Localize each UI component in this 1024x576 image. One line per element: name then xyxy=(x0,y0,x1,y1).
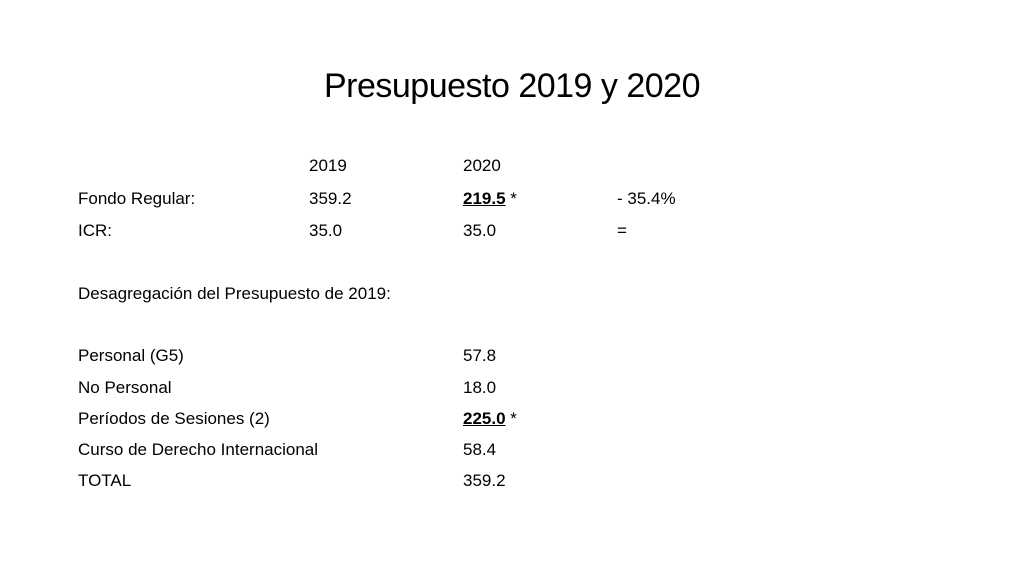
icr-2019: 35.0 xyxy=(309,221,343,240)
breakdown-label-personal: Personal (G5) xyxy=(78,346,184,365)
breakdown-label-curso: Curso de Derecho Internacional xyxy=(78,440,319,459)
icr-label: ICR: xyxy=(78,221,112,240)
breakdown-label-no-personal: No Personal xyxy=(78,378,172,397)
fondo-regular-2019: 359.2 xyxy=(309,189,352,208)
breakdown-value-personal: 57.8 xyxy=(463,346,497,365)
breakdown-value-total: 359.2 xyxy=(463,471,506,490)
fondo-regular-2020-cell: 219.5 * xyxy=(463,188,517,210)
breakdown-value-sesiones-cell: 225.0 * xyxy=(463,408,517,430)
slide-title: Presupuesto 2019 y 2020 xyxy=(323,67,701,105)
header-2019: 2019 xyxy=(309,156,347,175)
breakdown-value-curso: 58.4 xyxy=(463,440,497,459)
breakdown-label-total: TOTAL xyxy=(78,471,132,490)
icr-change: = xyxy=(617,221,627,240)
breakdown-mark-sesiones: * xyxy=(510,409,517,428)
fondo-regular-label: Fondo Regular: xyxy=(78,189,196,208)
icr-2020: 35.0 xyxy=(463,221,497,240)
breakdown-label-sesiones: Períodos de Sesiones (2) xyxy=(78,409,270,428)
fondo-regular-change: - 35.4% xyxy=(617,189,676,208)
breakdown-heading: Desagregación del Presupuesto de 2019: xyxy=(78,284,391,303)
fondo-regular-2020-mark: * xyxy=(510,189,517,208)
breakdown-value-no-personal: 18.0 xyxy=(463,378,497,397)
header-2020: 2020 xyxy=(463,156,501,175)
fondo-regular-2020: 219.5 xyxy=(463,189,506,208)
breakdown-value-sesiones: 225.0 xyxy=(463,409,506,428)
